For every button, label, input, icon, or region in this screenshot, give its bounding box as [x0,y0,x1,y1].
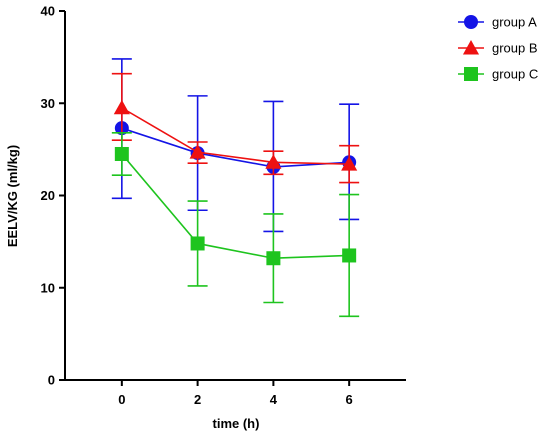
data-point [342,248,357,263]
data-point [341,156,358,171]
y-tick-label: 30 [41,96,55,111]
series-group-b [111,72,360,184]
legend-marker [462,39,480,55]
series-line [121,107,350,165]
data-point [266,251,281,266]
data-point [114,146,129,161]
legend-item: group B [458,39,538,56]
legend: group A group B group C [458,15,538,82]
legend-label: group C [492,67,538,82]
y-tick-label: 10 [41,280,55,295]
axes: 0 10 20 30 40 0 2 4 6 [41,4,406,407]
data-point [113,99,130,115]
legend-marker [464,67,478,81]
legend-marker [464,15,478,29]
y-tick-label: 0 [48,373,55,388]
plot-area [111,58,360,318]
y-axis-title: EELV/KG (ml/kg) [5,145,20,247]
data-point [189,144,206,159]
y-tick-label: 40 [41,4,55,19]
legend-item: group C [458,67,538,82]
data-point [265,154,282,169]
series-group-c [111,131,360,318]
x-tick-label: 4 [270,392,278,407]
series-line [121,127,350,168]
series-group-a [111,58,360,233]
x-tick-label: 2 [194,392,201,407]
series-line [121,153,350,260]
x-tick-label: 6 [346,392,353,407]
data-point [190,236,205,251]
x-axis-title: time (h) [213,416,260,431]
x-tick-label: 0 [118,392,125,407]
y-tick-label: 20 [41,188,55,203]
legend-label: group B [492,41,538,56]
legend-item: group A [458,15,537,30]
legend-label: group A [492,15,537,30]
